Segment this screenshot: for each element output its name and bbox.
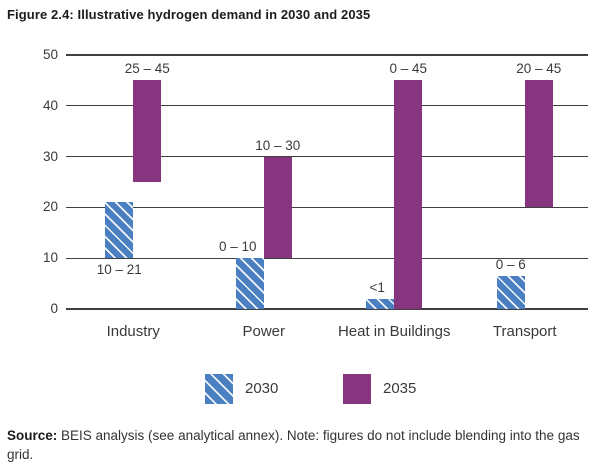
category-label-industry: Industry (106, 323, 160, 340)
legend-item-2030: 2030 (205, 374, 278, 404)
bar-value-label-2030-industry: 10 – 21 (96, 262, 142, 278)
bar-value-label-2035-transport: 20 – 45 (516, 61, 562, 77)
bar-2030-power (235, 258, 264, 309)
source-note-label: Source: (7, 428, 58, 443)
y-tick-50: 50 (42, 47, 58, 62)
legend-swatch-2030 (205, 374, 233, 404)
bar-value-label-2030-heat-in-buildings: <1 (369, 279, 385, 295)
source-note: Source: BEIS analysis (see analytical an… (7, 427, 582, 464)
source-note-text: BEIS analysis (see analytical annex). No… (7, 428, 580, 462)
bar-2030-industry (105, 202, 134, 259)
gridline-0 (66, 308, 588, 310)
legend-label-2030: 2030 (245, 380, 279, 397)
bar-value-label-2030-power: 0 – 10 (218, 239, 257, 255)
bar-2030-transport (496, 275, 525, 309)
bar-value-label-2035-industry: 25 – 45 (124, 61, 170, 77)
y-tick-20: 20 (42, 199, 58, 215)
legend-label-2035: 2035 (383, 380, 417, 397)
bar-2030-heat-in-buildings (366, 298, 395, 309)
legend-swatch-2035 (343, 374, 371, 404)
y-tick-0: 0 (50, 301, 58, 316)
bar-value-label-2030-transport: 0 – 6 (495, 256, 526, 272)
bar-2035-power (263, 156, 292, 259)
bar-2035-industry (133, 80, 162, 182)
gridline-40 (66, 105, 588, 107)
gridline-20 (66, 206, 588, 209)
bar-2035-heat-in-buildings (394, 80, 423, 309)
bar-2035-transport (524, 80, 553, 208)
bar-value-label-2035-power: 10 – 30 (255, 137, 301, 153)
category-label-power: Power (242, 323, 286, 340)
category-label-transport: Transport (492, 323, 557, 340)
y-tick-10: 10 (42, 250, 58, 266)
gridline-10 (66, 257, 588, 259)
y-tick-40: 40 (42, 97, 58, 113)
gridline-50 (66, 54, 588, 56)
legend-item-2035: 2035 (343, 374, 416, 404)
gridline-30 (66, 155, 588, 158)
bar-value-label-2035-heat-in-buildings: 0 – 45 (389, 61, 428, 77)
figure-title: Figure 2.4: Illustrative hydrogen demand… (7, 7, 371, 22)
category-label-heat-in-buildings: Heat in Buildings (337, 323, 451, 340)
y-tick-30: 30 (42, 148, 58, 164)
